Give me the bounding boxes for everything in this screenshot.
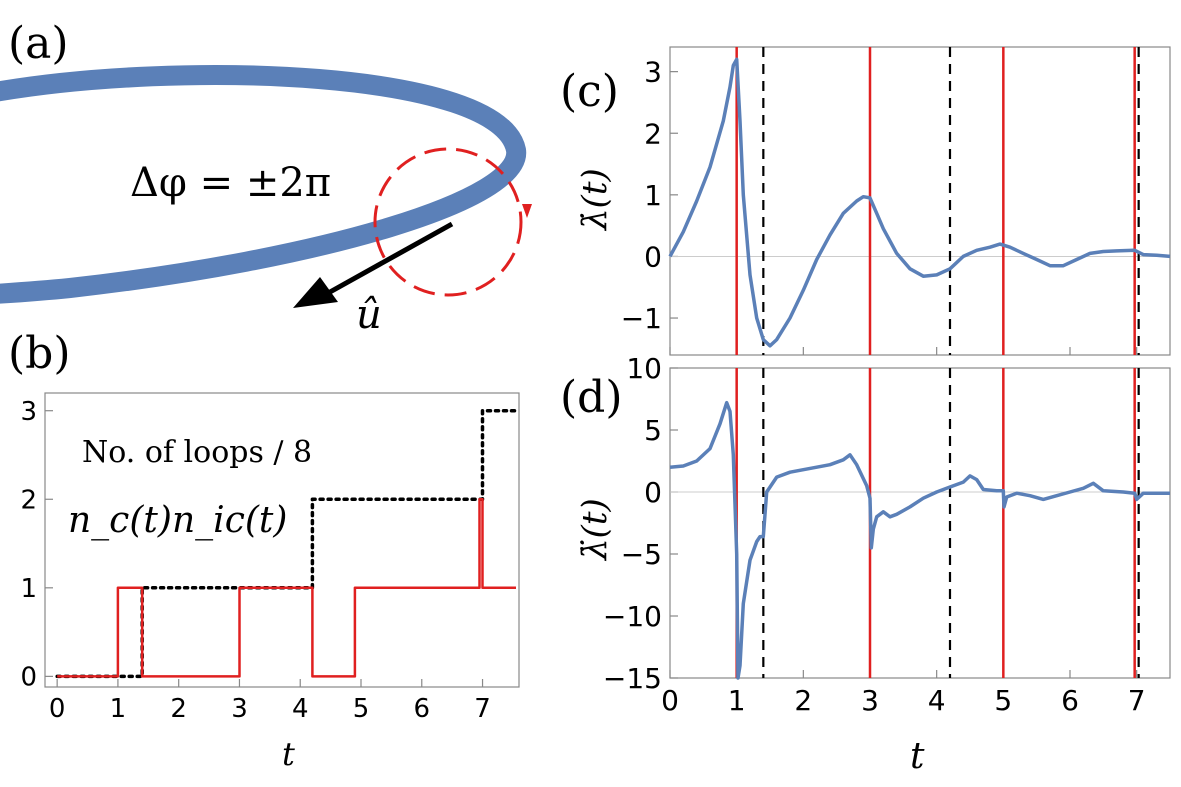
- d-xtick-label: 6: [1061, 684, 1079, 717]
- panel-d-frame: [669, 367, 1171, 679]
- unit-vector-arrow: [328, 221, 454, 295]
- panel-b-xlabel: t: [282, 735, 295, 773]
- d-xtick-label: 0: [661, 684, 679, 717]
- rotation-circle: [373, 147, 523, 297]
- unit-vector-arrowhead: [293, 277, 338, 308]
- panel-b-annotation: No. of loops / 8: [82, 435, 312, 470]
- panel-a-diagram: (a) Δφ = ±2π û: [0, 18, 532, 338]
- panel-b-label: (b): [8, 328, 71, 379]
- d-series-0-line: [669, 400, 1170, 680]
- d-xtick-label: 1: [728, 684, 746, 717]
- loop-curve: [0, 65, 527, 304]
- b-xtick-label: 6: [413, 694, 430, 724]
- b-xtick-label: 0: [49, 694, 66, 724]
- b-xtick-label: 2: [170, 694, 187, 724]
- b-series-nict-line: [57, 498, 516, 678]
- b-ytick-label: 3: [20, 397, 37, 427]
- panel-c-label: (c): [560, 66, 619, 117]
- vector-label: û: [356, 292, 382, 338]
- d-ytick-label: −10: [603, 600, 662, 633]
- panel-c-frame: [669, 46, 1171, 356]
- b-ytick-label: 0: [20, 663, 37, 693]
- d-ytick-label: −5: [621, 538, 662, 571]
- b-xtick-label: 3: [231, 694, 248, 724]
- b-xtick-label: 4: [292, 694, 309, 724]
- d-xtick-label: 5: [994, 684, 1012, 717]
- b-xtick-label: 1: [110, 694, 127, 724]
- panel-d-chart: (d) −15 −10 −5 0 5 10 0 1 2 3 4 5 6 7 λ̈(t) t: [560, 352, 1171, 777]
- panel-d-label: (d): [560, 372, 623, 423]
- phase-equation: Δφ = ±2π: [130, 160, 331, 206]
- d-xtick-label: 7: [1128, 684, 1146, 717]
- b-xtick-label: 7: [474, 694, 491, 724]
- d-xtick-label: 4: [928, 684, 946, 717]
- panel-b-legend-nc: n_c(t): [68, 500, 172, 541]
- d-xtick-label: 3: [861, 684, 879, 717]
- panel-c-chart: (c) −1 0 1 2 3 λ̇(t): [560, 46, 1171, 356]
- panel-c-ylabel: λ̇(t): [575, 168, 615, 232]
- panel-d-xlabel: t: [910, 736, 925, 777]
- d-xtick-label: 2: [794, 684, 812, 717]
- c-ytick-label: −1: [621, 302, 662, 335]
- c-ytick-label: 1: [644, 179, 662, 212]
- panel-a-label: (a): [8, 18, 69, 69]
- panel-b-chart: (b) 0 1 2 3 0 1 2 3 4 5 6 7 No. of loops / 8 n_c(t)…: [8, 328, 520, 773]
- panel-b-frame: [44, 392, 520, 688]
- b-ytick-label: 1: [20, 574, 37, 604]
- d-ytick-label: 10: [626, 352, 662, 385]
- c-ytick-label: 2: [644, 117, 662, 150]
- c-series-0-line: [668, 57, 1171, 348]
- panel-b-legend-nic: n_ic(t): [172, 500, 287, 541]
- d-ytick-label: 5: [644, 414, 662, 447]
- panel-d-ylabel: λ̈(t): [575, 498, 615, 562]
- rotation-arrowhead: [522, 204, 532, 218]
- c-ytick-label: 3: [644, 56, 662, 89]
- b-xtick-label: 5: [353, 694, 370, 724]
- b-ytick-label: 2: [20, 486, 37, 516]
- c-ytick-label: 0: [644, 241, 662, 274]
- d-ytick-label: −15: [603, 662, 662, 695]
- d-ytick-label: 0: [644, 476, 662, 509]
